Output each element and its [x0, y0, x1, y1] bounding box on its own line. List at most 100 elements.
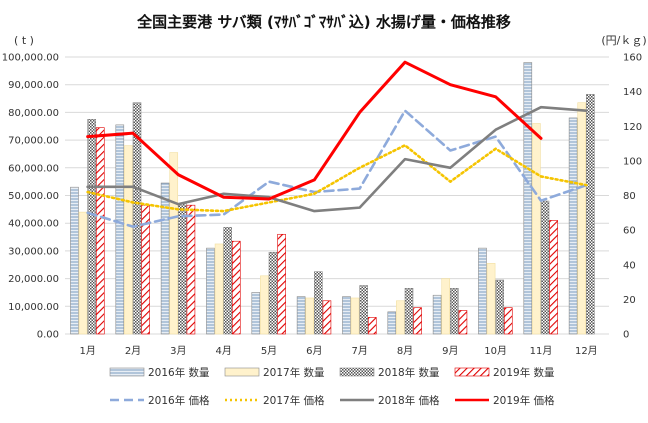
- legend: 2016年 数量 2017年 数量 2018年 数量 2019年 数量 2016年 価格…: [109, 366, 555, 407]
- bar-1-5: [251, 292, 261, 335]
- bar-4-5: [277, 233, 286, 335]
- bar-series-group: [70, 62, 595, 335]
- legend-label: 2017年 数量: [263, 366, 325, 379]
- bar-3-2: [132, 102, 142, 335]
- x-tick-label: 8月: [397, 345, 413, 357]
- chart-title: 全国主要港 サバ類 (ﾏｻﾊﾞｺﾞﾏｻﾊﾞ込) 水揚げ量・価格推移: [136, 13, 511, 31]
- bar-2-3: [169, 152, 179, 335]
- left-tick-label: 0.00: [37, 330, 59, 341]
- left-axis-unit: ( t ): [14, 34, 34, 47]
- x-tick-label: 12月: [575, 345, 598, 357]
- bar-3-11: [540, 200, 550, 335]
- right-tick-label: 0: [623, 330, 629, 341]
- bar-4-6: [322, 300, 332, 335]
- bar-3-8: [404, 287, 414, 335]
- left-tick-label: 80,000.00: [8, 108, 59, 119]
- bar-2-5: [260, 275, 269, 335]
- legend-swatch: [339, 367, 375, 377]
- x-tick-label: 7月: [351, 345, 367, 357]
- bar-3-1: [87, 119, 96, 335]
- right-tick-label: 120: [623, 122, 642, 133]
- left-tick-label: 70,000.00: [8, 136, 59, 147]
- bar-3-10: [495, 279, 504, 335]
- left-tick-label: 100,000.00: [2, 53, 59, 64]
- left-tick-label: 90,000.00: [8, 80, 59, 91]
- bar-4-11: [549, 220, 558, 335]
- right-axis-unit: (円/ｋｇ): [601, 34, 646, 47]
- x-tick-label: 3月: [170, 345, 186, 357]
- line-series-1: [86, 109, 588, 228]
- bar-1-4: [206, 247, 215, 335]
- left-axis-ticks: 0.00 10,000.00 20,000.00 30,000.00 40,000.00…: [2, 53, 59, 341]
- bar-3-7: [359, 285, 368, 335]
- bar-1-9: [432, 294, 442, 335]
- bar-4-3: [186, 204, 196, 335]
- legend-label: 2017年 価格: [263, 394, 325, 407]
- legend-label: 2019年 価格: [493, 394, 555, 407]
- x-tick-label: 2月: [125, 345, 141, 357]
- right-tick-label: 80: [623, 191, 636, 202]
- bar-2-11: [532, 123, 541, 335]
- bar-4-4: [231, 240, 241, 335]
- left-tick-label: 40,000.00: [8, 219, 59, 230]
- bar-2-1: [78, 211, 88, 335]
- line-series-group: [86, 60, 588, 228]
- bar-3-9: [450, 287, 459, 335]
- line-series-3: [86, 105, 588, 213]
- legend-swatch: [109, 367, 145, 377]
- bar-1-2: [115, 124, 125, 335]
- right-tick-label: 60: [623, 226, 636, 237]
- x-tick-label: 10月: [484, 345, 507, 357]
- legend-label: 2016年 数量: [148, 366, 210, 379]
- bar-4-10: [503, 307, 513, 335]
- bar-2-10: [486, 263, 496, 335]
- legend-swatch: [454, 367, 490, 377]
- bar-4-7: [367, 317, 377, 335]
- bar-1-12: [568, 117, 578, 335]
- bar-2-8: [396, 300, 405, 335]
- legend-swatch: [224, 367, 260, 377]
- x-tick-label: 9月: [442, 345, 458, 357]
- left-tick-label: 30,000.00: [8, 246, 59, 257]
- x-tick-label: 5月: [261, 345, 277, 357]
- line-series-2: [86, 143, 588, 213]
- left-tick-label: 60,000.00: [8, 163, 59, 174]
- bar-4-1: [95, 127, 105, 335]
- legend-label: 2016年 価格: [148, 394, 210, 407]
- left-tick-label: 50,000.00: [8, 191, 59, 202]
- bar-2-12: [577, 102, 587, 335]
- right-tick-label: 100: [623, 156, 642, 167]
- bar-2-4: [214, 243, 224, 335]
- bar-3-5: [268, 251, 278, 335]
- legend-label: 2018年 数量: [378, 366, 440, 379]
- legend-label: 2018年 価格: [378, 394, 440, 407]
- bar-1-1: [70, 186, 79, 335]
- bar-1-11: [523, 62, 533, 335]
- right-tick-label: 40: [623, 260, 636, 271]
- bar-4-9: [458, 310, 468, 335]
- bar-2-2: [124, 145, 133, 335]
- line-series-4: [86, 60, 543, 201]
- bar-3-6: [314, 271, 323, 335]
- right-axis-ticks: 0 20 40 60 80 100 120 140 160: [623, 53, 642, 341]
- x-tick-label: 4月: [215, 345, 231, 357]
- right-tick-label: 160: [623, 53, 642, 64]
- bar-3-4: [223, 227, 232, 335]
- bar-1-3: [160, 182, 170, 335]
- bar-4-8: [413, 307, 422, 335]
- bar-3-3: [178, 203, 187, 335]
- x-tick-label: 1月: [79, 345, 95, 357]
- bar-2-7: [350, 297, 360, 335]
- bar-2-9: [441, 278, 451, 335]
- x-tick-label: 6月: [306, 345, 322, 357]
- left-tick-label: 20,000.00: [8, 274, 59, 285]
- bar-1-8: [387, 311, 397, 335]
- right-tick-label: 140: [623, 87, 642, 98]
- legend-label: 2019年 数量: [493, 366, 555, 379]
- bar-1-10: [478, 247, 487, 335]
- bar-2-6: [305, 297, 315, 335]
- bar-1-6: [296, 296, 306, 335]
- x-axis-ticks: 1月 2月 3月 4月 5月 6月 7月 8月 9月 10月 11月 12月: [79, 345, 597, 357]
